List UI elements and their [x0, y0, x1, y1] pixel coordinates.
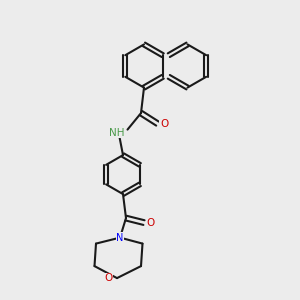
Text: O: O — [104, 273, 113, 283]
Text: N: N — [116, 232, 124, 243]
Text: O: O — [146, 218, 155, 228]
Text: O: O — [160, 118, 168, 129]
Text: NH: NH — [109, 128, 125, 138]
